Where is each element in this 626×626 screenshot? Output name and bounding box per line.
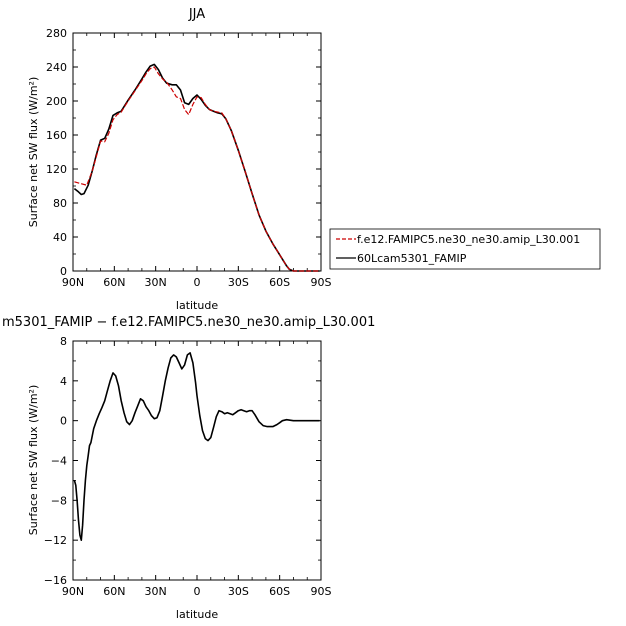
top-x-axis: 90N 60N 30N 0 30S 60S 90S (62, 33, 332, 289)
bottom-y-axis: −16 −12 −8 −4 0 4 8 (44, 335, 321, 587)
top-y-tick-label-6: 240 (46, 61, 67, 74)
bottom-chart-title: m5301_FAMIP − f.e12.FAMIPC5.ne30_ne30.am… (2, 315, 375, 330)
top-x-tick-label-0: 90N (62, 276, 84, 289)
bottom-y-axis-title: Surface net SW flux (W/m²) (27, 385, 40, 536)
top-y-tick-label-7: 280 (46, 27, 67, 40)
bottom-x-axis: 90N 60N 30N 0 30S 60S 90S (62, 341, 332, 598)
top-y-tick-label-2: 80 (53, 197, 67, 210)
bottom-series-group (73, 352, 320, 542)
top-series-line-0 (74, 66, 320, 272)
top-panel: JJA 90N 60N 30N 0 30S 60S 90S 0 40 80 120 160 200 24… (27, 7, 332, 312)
top-series-line-1 (73, 63, 320, 272)
legend: f.e12.FAMIPC5.ne30_ne30.amip_L30.001 60L… (329, 228, 601, 270)
top-x-tick-label-3: 0 (194, 276, 201, 289)
top-y-tick-label-4: 160 (46, 129, 67, 142)
bottom-x-tick-label-2: 30N (145, 585, 167, 598)
bottom-y-tick-label-5: 4 (60, 375, 67, 388)
bottom-panel: m5301_FAMIP − f.e12.FAMIPC5.ne30_ne30.am… (2, 315, 375, 621)
top-plot-frame (72, 32, 322, 272)
top-chart-title: JJA (188, 7, 205, 22)
top-x-tick-label-1: 60N (103, 276, 125, 289)
bottom-series-line-0 (73, 352, 320, 542)
bottom-x-tick-label-5: 60S (269, 585, 290, 598)
top-y-tick-label-3: 120 (46, 163, 67, 176)
legend-label-0: f.e12.FAMIPC5.ne30_ne30.amip_L30.001 (357, 233, 580, 246)
bottom-x-tick-label-0: 90N (62, 585, 84, 598)
bottom-plot-frame (72, 340, 322, 581)
bottom-x-tick-label-4: 30S (228, 585, 249, 598)
top-y-axis-title: Surface net SW flux (W/m²) (27, 77, 40, 228)
bottom-y-tick-label-6: 8 (60, 335, 67, 348)
top-y-tick-label-0: 0 (60, 265, 67, 278)
top-y-axis: 0 40 80 120 160 200 240 280 (46, 27, 321, 278)
bottom-x-tick-label-6: 90S (311, 585, 332, 598)
bottom-x-tick-label-1: 60N (103, 585, 125, 598)
legend-label-1: 60Lcam5301_FAMIP (357, 252, 467, 265)
bottom-x-axis-title: latitude (176, 608, 218, 621)
top-x-tick-label-2: 30N (145, 276, 167, 289)
top-x-tick-label-4: 30S (228, 276, 249, 289)
bottom-y-tick-label-0: −16 (44, 574, 67, 587)
top-x-tick-label-5: 60S (269, 276, 290, 289)
bottom-y-tick-label-3: −4 (51, 455, 67, 468)
top-series-group (73, 63, 320, 272)
bottom-y-tick-label-1: −12 (44, 534, 67, 547)
top-y-tick-label-1: 40 (53, 231, 67, 244)
top-y-tick-label-5: 200 (46, 95, 67, 108)
top-x-axis-title: latitude (176, 299, 218, 312)
bottom-y-tick-label-4: 0 (60, 415, 67, 428)
bottom-y-tick-label-2: −8 (51, 494, 67, 507)
bottom-x-tick-label-3: 0 (194, 585, 201, 598)
top-x-tick-label-6: 90S (311, 276, 332, 289)
legend-box (329, 228, 601, 270)
